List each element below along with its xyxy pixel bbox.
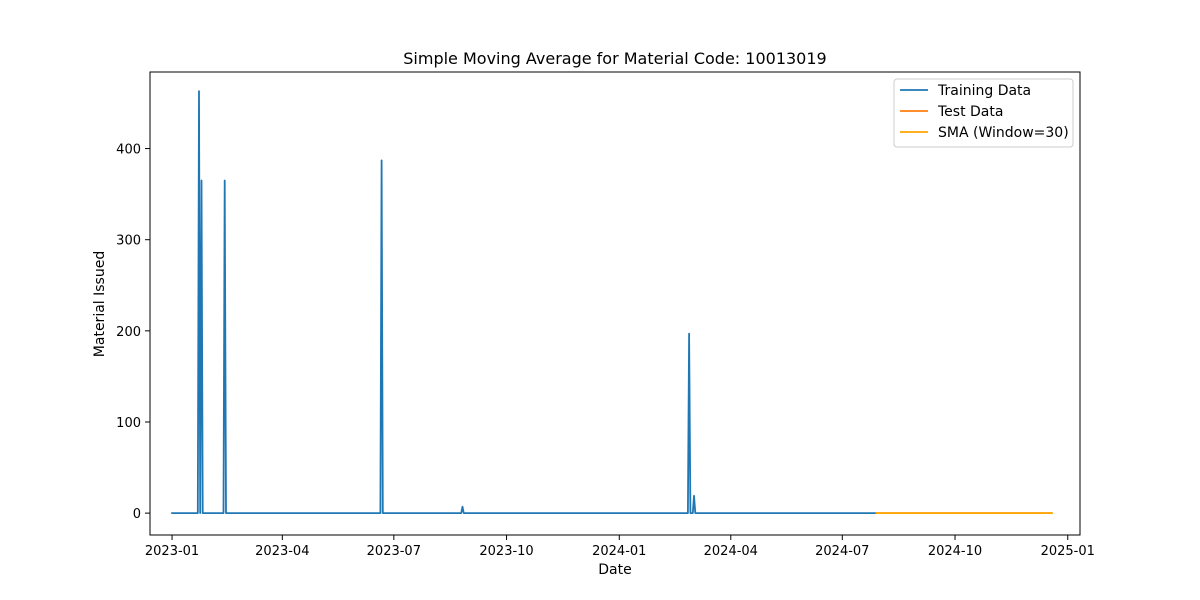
legend-entry-label: Test Data [937,104,1003,120]
y-axis: 0 100 200 300 400 [116,143,150,522]
y-tick-label: 200 [116,325,141,340]
x-tick-label: 2024-07 [815,544,869,559]
plot-area [171,90,1053,514]
chart-title: Simple Moving Average for Material Code:… [403,49,826,68]
x-tick-label: 2023-01 [145,544,199,559]
y-tick-label: 400 [116,143,141,158]
y-tick-label: 100 [116,416,141,431]
x-tick-label: 2024-01 [592,544,646,559]
y-tick-label: 0 [133,507,141,522]
x-axis-label: Date [598,562,631,578]
x-axis: 2023-01 2023-04 2023-07 2023-10 2024-01 2024-… [145,535,1095,559]
axes-frame [149,71,1081,536]
legend: Training Data Test Data SMA (Window=30) [893,78,1074,148]
x-tick-label: 2023-04 [255,544,309,559]
legend-entry-label: SMA (Window=30) [938,125,1069,141]
x-tick-label: 2023-07 [367,544,421,559]
legend-box [893,78,1074,148]
x-tick-label: 2024-10 [928,544,982,559]
series-line-0 [171,90,878,514]
y-tick-label: 300 [116,234,141,249]
y-axis-label: Material Issued [92,251,108,357]
legend-entry-label: Training Data [937,83,1031,99]
x-tick-label: 2024-04 [704,544,758,559]
x-tick-label: 2023-10 [479,544,533,559]
x-tick-label: 2025-01 [1041,544,1095,559]
